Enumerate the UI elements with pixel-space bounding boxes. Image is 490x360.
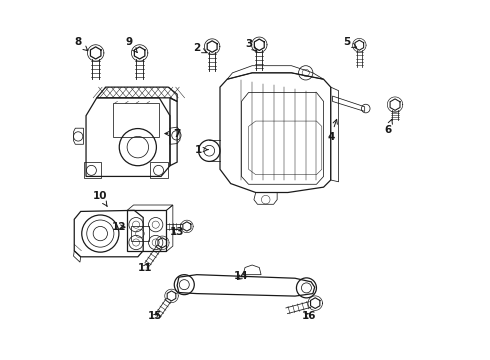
Text: 4: 4 <box>327 120 337 142</box>
Text: 7: 7 <box>165 129 181 139</box>
Text: 11: 11 <box>138 262 152 273</box>
Text: 16: 16 <box>302 311 317 321</box>
Text: 13: 13 <box>170 227 184 237</box>
Text: 8: 8 <box>74 37 88 51</box>
Text: 10: 10 <box>93 191 108 206</box>
Text: 9: 9 <box>125 37 137 53</box>
Bar <box>113 103 159 137</box>
Text: 12: 12 <box>112 222 126 232</box>
Bar <box>150 162 168 178</box>
Text: 1: 1 <box>195 145 208 155</box>
Text: 2: 2 <box>193 43 206 53</box>
Text: 14: 14 <box>234 271 249 282</box>
Text: 3: 3 <box>245 39 257 51</box>
Text: 5: 5 <box>343 37 357 48</box>
Text: 15: 15 <box>147 311 162 321</box>
Text: 6: 6 <box>384 119 392 135</box>
Bar <box>83 162 101 178</box>
Bar <box>127 210 167 251</box>
Bar <box>131 226 148 241</box>
